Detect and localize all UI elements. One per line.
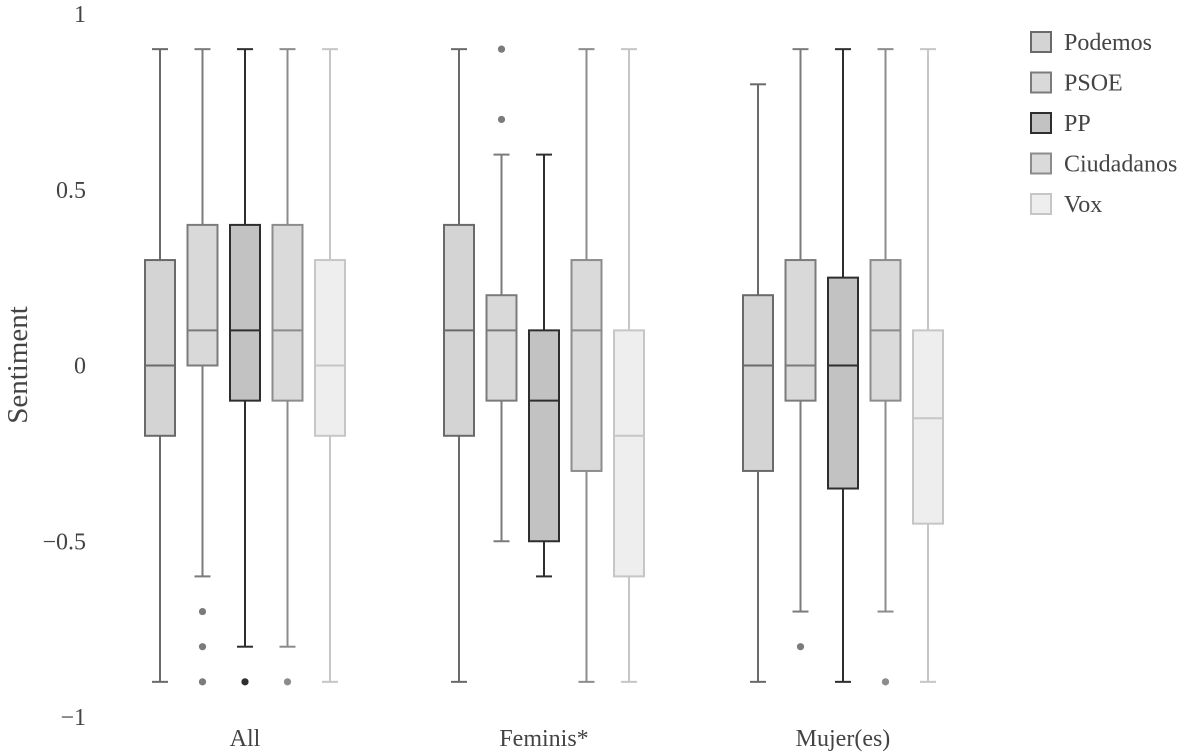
- box-psoe-mujeres: [784, 48, 817, 651]
- box-podemos-all: [144, 48, 176, 683]
- box-pp-mujeres: [827, 48, 859, 683]
- outlier-point: [497, 45, 506, 53]
- y-tick-label: 0: [74, 354, 86, 380]
- box-ciudadanos-mujeres: [869, 48, 902, 686]
- box-vox-all: [314, 48, 346, 683]
- legend-swatch: [1030, 31, 1052, 53]
- box-iqr: [528, 329, 560, 543]
- box-iqr: [314, 259, 346, 437]
- box-iqr: [144, 259, 176, 437]
- y-tick-label: −1: [60, 705, 86, 731]
- legend-swatch: [1030, 193, 1052, 215]
- legend-label: PP: [1064, 111, 1091, 137]
- box-iqr: [570, 259, 603, 472]
- box-ciudadanos-feminis: [570, 48, 603, 683]
- legend-label: PSOE: [1064, 71, 1123, 97]
- box-iqr: [229, 223, 261, 402]
- box-iqr: [784, 259, 817, 402]
- box-vox-mujeres: [912, 48, 944, 683]
- legend-label: Vox: [1064, 192, 1102, 218]
- box-iqr: [613, 329, 645, 578]
- box-iqr: [271, 223, 304, 402]
- box-iqr: [186, 223, 219, 367]
- y-tick-label: 1: [74, 2, 86, 28]
- legend-item-psoe: PSOE: [1030, 71, 1123, 97]
- box-psoe-all: [186, 48, 219, 686]
- plot-area: [144, 45, 944, 686]
- box-iqr: [485, 294, 518, 402]
- legend-swatch: [1030, 71, 1052, 94]
- x-axis: All Feminis* Mujer(es): [230, 726, 891, 752]
- legend-swatch: [1030, 112, 1052, 134]
- x-tick-label: Mujer(es): [796, 726, 891, 752]
- legend: Podemos PSOE PP Ciudadanos Vox: [1030, 30, 1177, 218]
- y-axis-title: Sentiment: [2, 306, 34, 424]
- box-psoe-feminis: [485, 45, 518, 543]
- y-axis: 1 0.5 0 −0.5 −1: [42, 2, 86, 731]
- outlier-point: [241, 678, 249, 686]
- outlier-point: [198, 607, 207, 616]
- box-pp-feminis: [528, 153, 560, 578]
- outlier-point: [796, 643, 805, 651]
- legend-item-podemos: Podemos: [1030, 30, 1152, 56]
- outlier-point: [198, 643, 207, 651]
- legend-label: Podemos: [1064, 30, 1152, 56]
- legend-item-ciudadanos: Ciudadanos: [1030, 152, 1177, 178]
- box-vox-feminis: [613, 48, 645, 683]
- box-ciudadanos-all: [271, 48, 304, 686]
- box-iqr: [912, 329, 944, 525]
- legend-swatch: [1030, 152, 1052, 175]
- x-tick-label: All: [230, 726, 261, 752]
- y-tick-label: −0.5: [42, 529, 86, 555]
- legend-label: Ciudadanos: [1064, 152, 1177, 178]
- legend-item-vox: Vox: [1030, 192, 1102, 218]
- legend-item-pp: PP: [1030, 111, 1091, 137]
- outlier-point: [497, 115, 506, 124]
- outlier-point: [198, 678, 207, 686]
- box-iqr: [742, 294, 774, 472]
- box-podemos-mujeres: [742, 83, 774, 683]
- box-iqr: [827, 276, 859, 490]
- outlier-point: [283, 678, 292, 686]
- y-tick-label: 0.5: [56, 178, 86, 204]
- box-podemos-feminis: [443, 48, 475, 683]
- x-tick-label: Feminis*: [499, 726, 588, 752]
- outlier-point: [881, 678, 890, 686]
- box-pp-all: [229, 48, 261, 686]
